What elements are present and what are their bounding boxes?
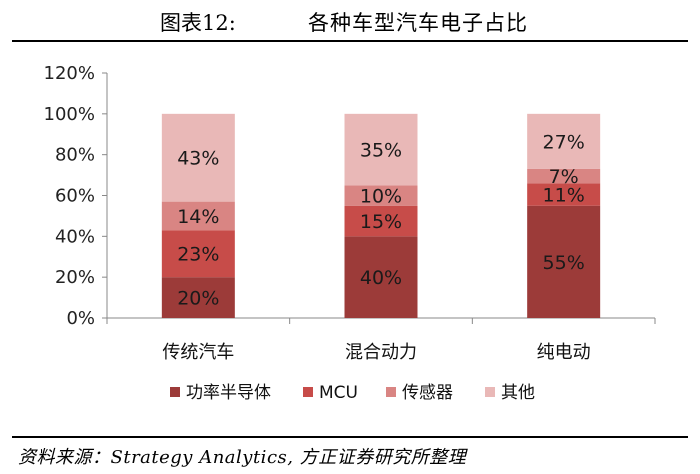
- legend-swatch: [386, 387, 396, 397]
- chart-title: 各种车型汽车电子占比: [308, 11, 528, 35]
- data-label: 20%: [177, 288, 219, 310]
- legend-swatch: [485, 387, 495, 397]
- bottom-rule: [12, 436, 688, 438]
- data-label: 11%: [543, 184, 585, 206]
- y-tick-label: 40%: [55, 226, 95, 247]
- data-label: 10%: [360, 186, 402, 208]
- data-label: 43%: [177, 148, 219, 170]
- category-label: 混合动力: [345, 342, 417, 363]
- top-rule: [12, 40, 688, 42]
- data-label: 35%: [360, 140, 402, 162]
- y-tick-label: 0%: [66, 308, 95, 329]
- data-label: 23%: [177, 244, 219, 266]
- y-tick-label: 80%: [55, 145, 95, 166]
- bar-segment: [161, 277, 235, 318]
- bar-segment: [527, 168, 601, 184]
- bar-segment: [161, 230, 235, 278]
- legend-swatch: [170, 387, 180, 397]
- bar-segment: [527, 113, 601, 169]
- y-tick-label: 120%: [44, 63, 95, 84]
- data-label: 55%: [543, 252, 585, 274]
- data-label: 14%: [177, 206, 219, 228]
- stacked-bar-chart: 0% 20% 40% 60% 80% 100% 120% 20% 23% 14% 43% 传统汽车 40…: [44, 63, 656, 403]
- bar-segment: [527, 205, 601, 318]
- legend-label: MCU: [319, 383, 358, 403]
- bar-segment: [527, 183, 601, 206]
- category-label: 纯电动: [537, 342, 591, 363]
- y-tick-label: 20%: [55, 267, 95, 288]
- y-tick-label: 60%: [55, 186, 95, 207]
- bar-segment: [344, 185, 418, 206]
- data-label: 27%: [543, 131, 585, 153]
- bar-segment: [161, 113, 235, 202]
- source-note: 资料来源：Strategy Analytics, 方正证券研究所整理: [18, 447, 467, 468]
- bar-segment: [344, 205, 418, 237]
- legend-label: 其他: [501, 383, 535, 403]
- data-label: 7%: [549, 166, 579, 188]
- data-label: 40%: [360, 267, 402, 289]
- data-label: 15%: [360, 211, 402, 233]
- y-tick-label: 100%: [44, 104, 95, 125]
- legend-swatch: [303, 387, 313, 397]
- bar-segment: [344, 236, 418, 318]
- figure-number: 图表12:: [160, 11, 236, 35]
- legend-label: 传感器: [402, 383, 453, 403]
- legend-label: 功率半导体: [186, 383, 271, 403]
- bar-segment: [161, 201, 235, 231]
- figure-header: 图表12: 各种车型汽车电子占比: [0, 0, 700, 38]
- category-label: 传统汽车: [162, 342, 234, 363]
- bar-segment: [344, 113, 418, 186]
